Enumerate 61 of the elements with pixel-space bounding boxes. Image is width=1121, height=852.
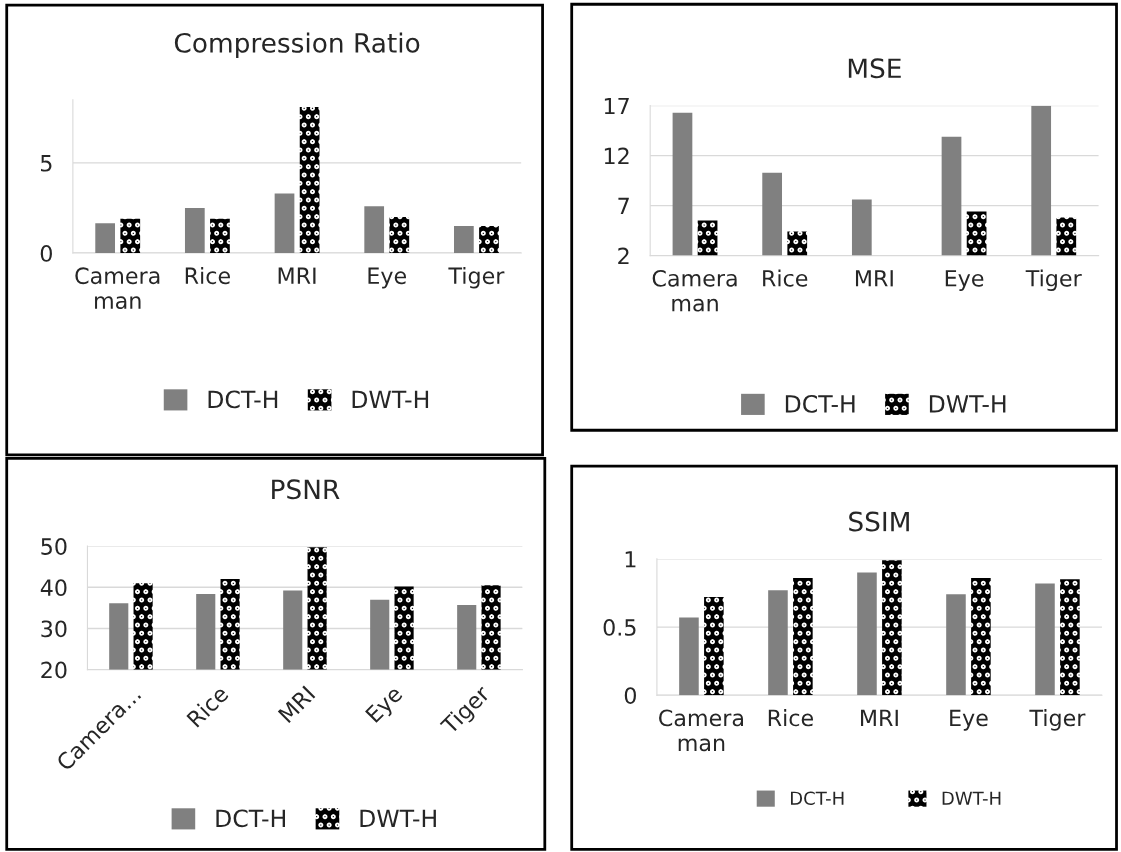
bar: [479, 225, 499, 254]
y-tick-label: 2: [618, 247, 629, 265]
bar: [857, 572, 877, 696]
y-tick-label: 17: [604, 97, 629, 115]
bar: [679, 617, 699, 696]
y-tick-label: 1: [625, 551, 636, 568]
x-tick-label: Tiger: [1025, 269, 1082, 291]
legend-label: DCT-H: [208, 390, 278, 409]
x-tick-label: Tiger: [1029, 709, 1086, 731]
x-tick-label: MRI: [855, 270, 893, 287]
legend-label: DWT-H: [352, 390, 429, 408]
y-tick-label: 50: [41, 538, 67, 555]
x-tick-label: Camera man: [75, 267, 160, 310]
y-tick-label: 0: [40, 244, 52, 262]
bar: [274, 193, 295, 254]
bar: [299, 106, 320, 254]
y-tick-label: 7: [618, 197, 629, 215]
bar: [704, 597, 724, 696]
chart-title: SSIM: [849, 511, 909, 532]
bar: [793, 578, 813, 696]
y-tick-label: 0: [624, 687, 636, 704]
bar: [971, 578, 991, 696]
x-tick-label: Rice: [768, 709, 813, 727]
y-tick-label: 40: [40, 579, 67, 597]
y-tick-label: 30: [41, 620, 67, 638]
legend-label: DWT-H: [360, 809, 436, 827]
x-tick-label: Rice: [763, 269, 808, 287]
bar: [120, 218, 141, 254]
bar: [389, 216, 410, 254]
x-tick-label: MRI: [861, 709, 898, 727]
legend-label: DCT-H: [790, 791, 844, 806]
chart-title: MSE: [848, 58, 901, 79]
y-tick-label: 12: [604, 147, 629, 165]
legend-label: DWT-H: [929, 395, 1006, 413]
y-tick-label: 0.5: [603, 619, 636, 636]
legend-label: DCT-H: [785, 394, 855, 413]
x-tick-label: Eye: [368, 267, 406, 289]
bar: [1060, 579, 1080, 696]
x-tick-label: Eye: [950, 709, 988, 731]
x-tick-label: Eye: [365, 684, 407, 727]
bar: [364, 206, 385, 254]
x-tick-label: Camera man: [659, 709, 743, 752]
x-tick-label: Camera man: [652, 269, 737, 312]
bar: [946, 594, 966, 696]
y-tick-label: 5: [41, 155, 52, 172]
x-tick-label: MRI: [278, 267, 316, 284]
bar: [882, 560, 902, 696]
legend-label: DWT-H: [942, 791, 1001, 805]
bar: [210, 218, 230, 254]
bar: [1035, 583, 1055, 696]
legend-label: DCT-H: [216, 809, 285, 828]
chart-title: PSNR: [272, 479, 340, 500]
x-tick-label: Tiger: [448, 266, 505, 289]
bar: [95, 223, 116, 254]
bar: [184, 207, 205, 254]
bar: [454, 225, 474, 254]
x-tick-label: Eye: [945, 270, 984, 291]
chart-title: Compression Ratio: [174, 32, 420, 58]
y-tick-label: 20: [41, 661, 67, 679]
bar: [768, 590, 788, 696]
x-tick-label: Rice: [185, 266, 230, 285]
